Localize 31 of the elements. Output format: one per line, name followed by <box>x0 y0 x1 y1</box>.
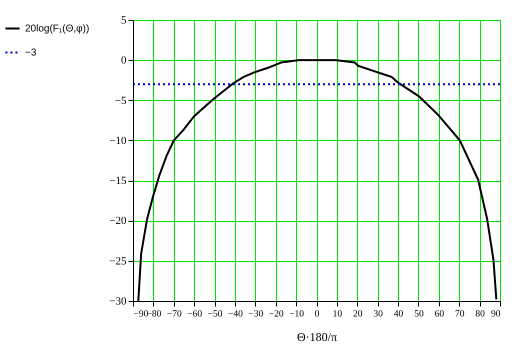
legend-label: 20log(F₁(Θ,φ)) <box>25 24 90 34</box>
x-tick-label: −20 <box>268 310 284 320</box>
x-tick-label: 20 <box>353 310 363 320</box>
y-tick-label: −30 <box>109 296 127 308</box>
x-tick-label: 0 <box>314 310 320 320</box>
y-tick-label: 5 <box>121 14 127 26</box>
x-tick-label: 10 <box>332 310 342 320</box>
x-tick-label: 30 <box>373 310 384 320</box>
x-tick-label: −10 <box>289 310 304 320</box>
x-tick-label: 70 <box>454 310 465 320</box>
x-tick-label: −40 <box>228 310 244 320</box>
y-tick-label: 0 <box>121 54 127 67</box>
x-tick-label: 90 <box>491 310 501 320</box>
y-tick-label: −10 <box>109 134 127 147</box>
legend-label: −3 <box>25 48 37 58</box>
x-tick-label: 80 <box>475 310 486 320</box>
x-tick-label: −70 <box>166 310 182 320</box>
y-tick-label: −20 <box>109 215 127 228</box>
x-tick-label: −90 <box>134 310 149 320</box>
x-tick-label: −50 <box>208 310 223 320</box>
x-tick-label: −60 <box>187 310 202 320</box>
x-tick-label: 40 <box>394 310 404 320</box>
x-tick-label: 50 <box>414 310 424 320</box>
y-tick-label: −15 <box>109 175 127 188</box>
x-tick-label: −80 <box>146 310 162 320</box>
x-tick-label: 60 <box>434 310 444 320</box>
x-axis-title: Θ·180/π <box>296 330 338 344</box>
line-series <box>137 59 498 301</box>
y-tick-label: −5 <box>114 94 127 107</box>
y-tick-label: −25 <box>109 255 127 268</box>
x-tick-label: −30 <box>248 310 264 320</box>
